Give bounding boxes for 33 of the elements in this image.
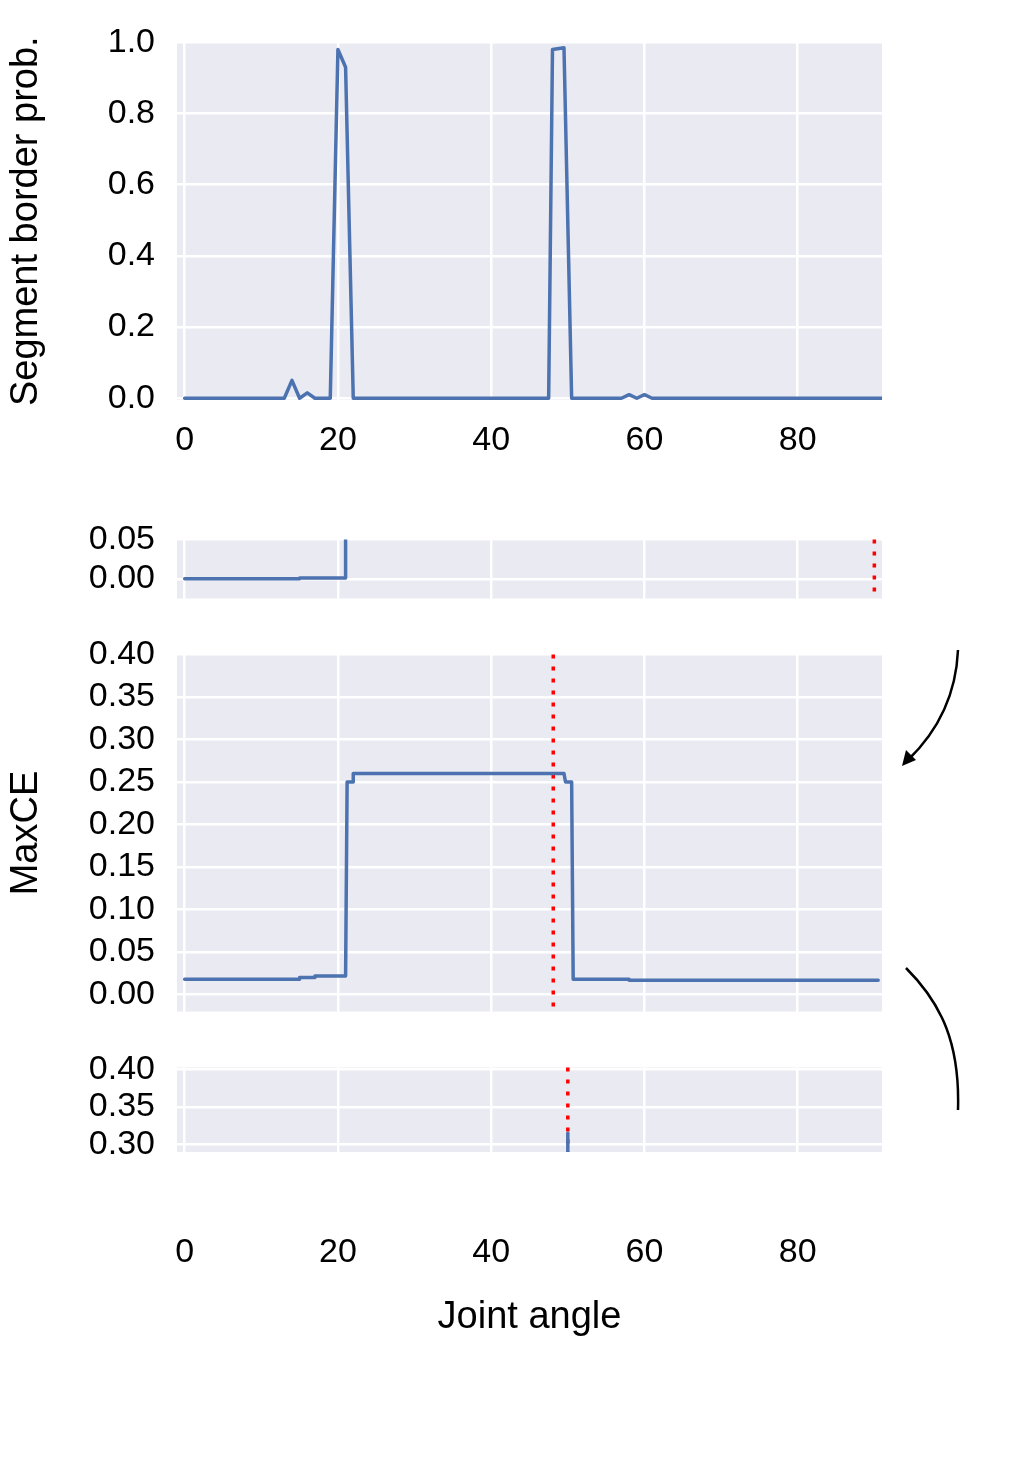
y-tick-label: 0.00	[88, 972, 155, 1011]
x-tick-label: 60	[625, 418, 664, 457]
y-tick-label: 0.05	[88, 517, 155, 556]
x-tick-label: 80	[778, 1230, 817, 1269]
x-tick-label: 20	[319, 1230, 357, 1269]
y-tick-label: 0.15	[88, 845, 155, 884]
x-tick-label: 80	[778, 418, 817, 457]
y-tick-label: 0.2	[107, 305, 155, 344]
y-tick-label: 0.40	[88, 632, 155, 671]
x-tick-label: 0	[175, 1230, 195, 1269]
y-tick-label: 0.6	[107, 163, 155, 202]
x-tick-label: 0	[175, 418, 195, 457]
y-tick-label: 0.8	[107, 91, 155, 130]
x-axis-title: Joint angle	[437, 1293, 622, 1336]
y-tick-label: 0.10	[88, 887, 155, 926]
y-tick-label: 0.40	[88, 1048, 155, 1087]
x-tick-label: 40	[472, 418, 511, 457]
y-tick-label: 0.30	[88, 717, 155, 756]
y-tick-label: 0.35	[88, 1085, 155, 1124]
y-tick-label: 0.0	[107, 376, 155, 415]
y-tick-label: 0.05	[88, 930, 155, 969]
y-axis-title: MaxCE	[3, 770, 46, 896]
y-tick-label: 0.20	[88, 802, 155, 841]
y-tick-label: 0.35	[88, 675, 155, 714]
y-tick-label: 0.00	[88, 557, 155, 596]
x-tick-label: 20	[319, 418, 357, 457]
y-tick-label: 1.0	[107, 20, 155, 59]
y-tick-label: 0.4	[107, 234, 155, 273]
x-tick-label: 60	[625, 1230, 664, 1269]
y-tick-label: 0.30	[88, 1122, 155, 1161]
x-tick-label: 40	[472, 1230, 511, 1269]
y-axis-title: Segment border prob.	[3, 36, 46, 407]
y-tick-label: 0.25	[88, 760, 155, 799]
